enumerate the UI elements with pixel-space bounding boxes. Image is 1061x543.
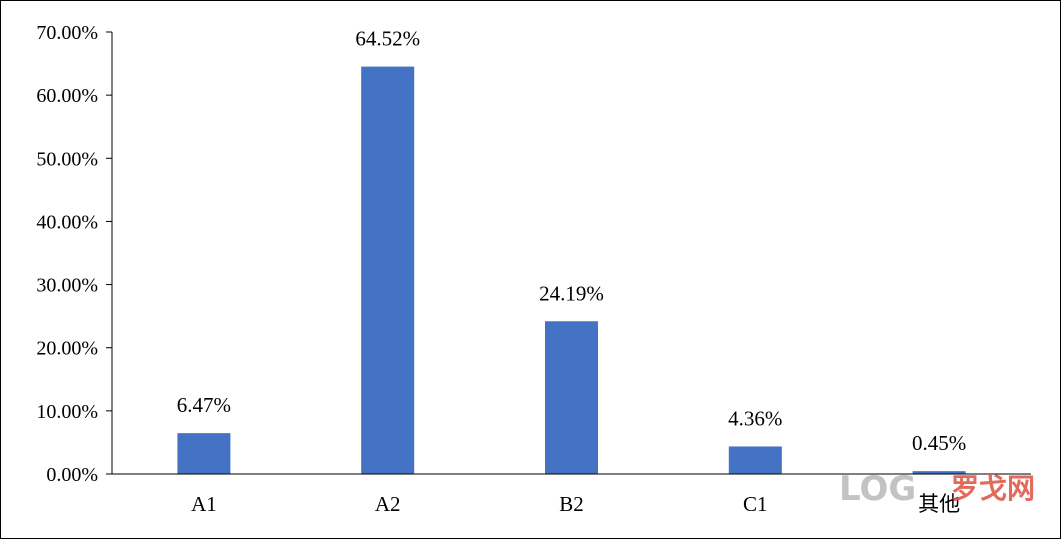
- y-axis: 0.00% 10.00% 20.00% 30.00% 40.00% 50.00% 60.00…: [36, 22, 113, 486]
- category-label: A2: [375, 492, 401, 516]
- y-tick-label: 0.00%: [46, 464, 98, 486]
- bar-其他: [912, 471, 966, 474]
- data-labels: 6.47% 64.52% 24.19% 4.36% 0.45%: [177, 27, 966, 456]
- category-label: 其他: [918, 492, 960, 516]
- category-label: A1: [191, 492, 217, 516]
- y-tick-label: 40.00%: [36, 211, 98, 233]
- category-label: B2: [559, 492, 584, 516]
- data-label: 6.47%: [177, 393, 231, 417]
- y-tick-label: 20.00%: [36, 338, 98, 360]
- y-tick-label: 30.00%: [36, 275, 98, 297]
- category-label: C1: [743, 492, 768, 516]
- bar-A1: [177, 433, 231, 474]
- data-label: 64.52%: [355, 27, 420, 51]
- watermark-latin: LOG: [839, 469, 916, 509]
- data-label: 4.36%: [728, 406, 782, 430]
- y-tick-label: 70.00%: [36, 22, 98, 44]
- x-axis: A1 A2 B2 C1 其他: [112, 473, 1031, 516]
- y-tick-label: 10.00%: [36, 401, 98, 423]
- y-tick-label: 50.00%: [36, 148, 98, 170]
- y-tick-label: 60.00%: [36, 85, 98, 107]
- watermark-logo: LOG 罗戈网: [839, 469, 1035, 509]
- bars: [177, 66, 966, 474]
- bar-B2: [545, 321, 598, 474]
- bar-C1: [728, 446, 782, 474]
- watermark-cjk: 罗戈网: [951, 472, 1035, 505]
- bar-A2: [361, 66, 415, 474]
- data-label: 0.45%: [912, 431, 966, 455]
- data-label: 24.19%: [539, 281, 604, 305]
